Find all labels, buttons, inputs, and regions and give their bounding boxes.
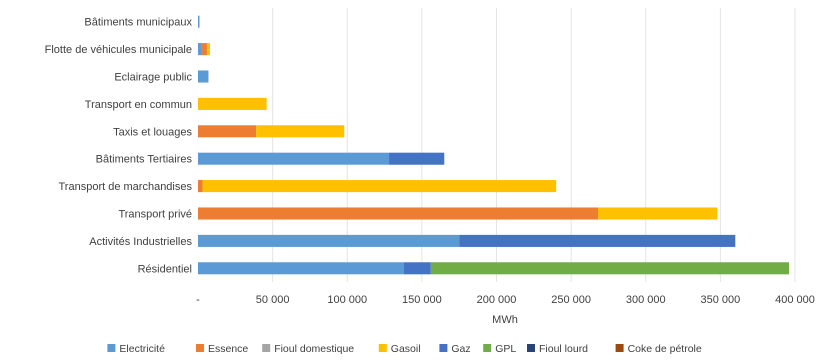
legend: Electricité Essence Fioul domestique Gasoil… bbox=[107, 343, 702, 355]
legend-item: Fioul lourd bbox=[527, 343, 588, 355]
category-label: Taxis et louages bbox=[113, 126, 192, 138]
x-tick-label: 400 000 bbox=[775, 294, 815, 306]
category-label: Flotte de véhicules municipale bbox=[45, 44, 192, 56]
legend-label: Essence bbox=[208, 343, 248, 355]
legend-item: Essence bbox=[196, 343, 248, 355]
legend-swatch bbox=[439, 344, 448, 352]
x-tick-label: - bbox=[196, 294, 200, 306]
x-tick-labels: - 50 000 100 000 150 000 200 000 250 000 300 0… bbox=[196, 294, 815, 306]
x-tick-label: 250 000 bbox=[551, 294, 591, 306]
bar-segment bbox=[430, 262, 790, 275]
x-tick-label: 300 000 bbox=[626, 294, 666, 306]
bar-segment bbox=[403, 262, 431, 275]
legend-swatch bbox=[615, 344, 624, 352]
category-label: Bâtiments municipaux bbox=[84, 17, 192, 29]
bar-segment bbox=[459, 234, 736, 247]
category-label: Bâtiments Tertiaires bbox=[96, 154, 193, 166]
bar-segment bbox=[198, 262, 404, 275]
bar-segment bbox=[202, 180, 557, 193]
bar-segment bbox=[198, 180, 203, 193]
bar-segment bbox=[597, 207, 718, 220]
legend-item: GPL bbox=[483, 343, 516, 355]
x-tick-label: 150 000 bbox=[402, 294, 442, 306]
legend-item: Fioul domestique bbox=[262, 343, 354, 355]
bar-segment bbox=[198, 207, 598, 220]
category-label: Eclairage public bbox=[114, 72, 192, 84]
bar-segment bbox=[198, 43, 201, 56]
x-tick-label: 350 000 bbox=[700, 294, 740, 306]
legend-item: Electricité bbox=[107, 343, 165, 355]
bar-segment bbox=[256, 125, 345, 138]
legend-label: Coke de pétrole bbox=[628, 343, 702, 355]
bar-segment bbox=[198, 125, 257, 138]
category-label: Transport de marchandises bbox=[59, 181, 193, 193]
legend-swatch bbox=[196, 344, 204, 352]
legend-swatch bbox=[483, 344, 492, 352]
bars-layer bbox=[198, 15, 790, 275]
x-tick-label: 200 000 bbox=[477, 294, 517, 306]
category-label: Transport privé bbox=[118, 209, 192, 221]
bar-segment bbox=[198, 70, 209, 83]
category-labels: Bâtiments municipaux Flotte de véhicules … bbox=[45, 17, 193, 276]
category-label: Transport en commun bbox=[85, 99, 192, 111]
category-label: Activités Industrielles bbox=[89, 236, 192, 248]
x-tick-label: 100 000 bbox=[327, 294, 367, 306]
legend-label: Gasoil bbox=[391, 343, 421, 355]
legend-swatch bbox=[262, 344, 271, 352]
legend-label: Fioul domestique bbox=[274, 343, 354, 355]
bar-segment bbox=[389, 152, 445, 165]
legend-label: Fioul lourd bbox=[539, 343, 588, 355]
x-axis-title: MWh bbox=[492, 314, 518, 326]
legend-label: GPL bbox=[495, 343, 516, 355]
category-label: Résidentiel bbox=[138, 263, 192, 275]
legend-label: Electricité bbox=[119, 343, 165, 355]
legend-item: Gaz bbox=[439, 343, 471, 355]
bar-segment bbox=[198, 152, 390, 165]
legend-swatch bbox=[527, 344, 535, 352]
legend-label: Gaz bbox=[451, 343, 470, 355]
legend-item: Coke de pétrole bbox=[615, 343, 702, 355]
bar-segment bbox=[198, 234, 460, 247]
legend-item: Gasoil bbox=[378, 343, 421, 355]
bar-segment bbox=[198, 15, 200, 28]
bar-segment bbox=[200, 43, 207, 56]
legend-swatch bbox=[107, 344, 116, 352]
bar-segment bbox=[206, 43, 210, 56]
bar-segment bbox=[198, 97, 267, 110]
grid-layer bbox=[272, 8, 796, 282]
x-tick-label: 50 000 bbox=[256, 294, 290, 306]
legend-swatch bbox=[378, 344, 387, 352]
